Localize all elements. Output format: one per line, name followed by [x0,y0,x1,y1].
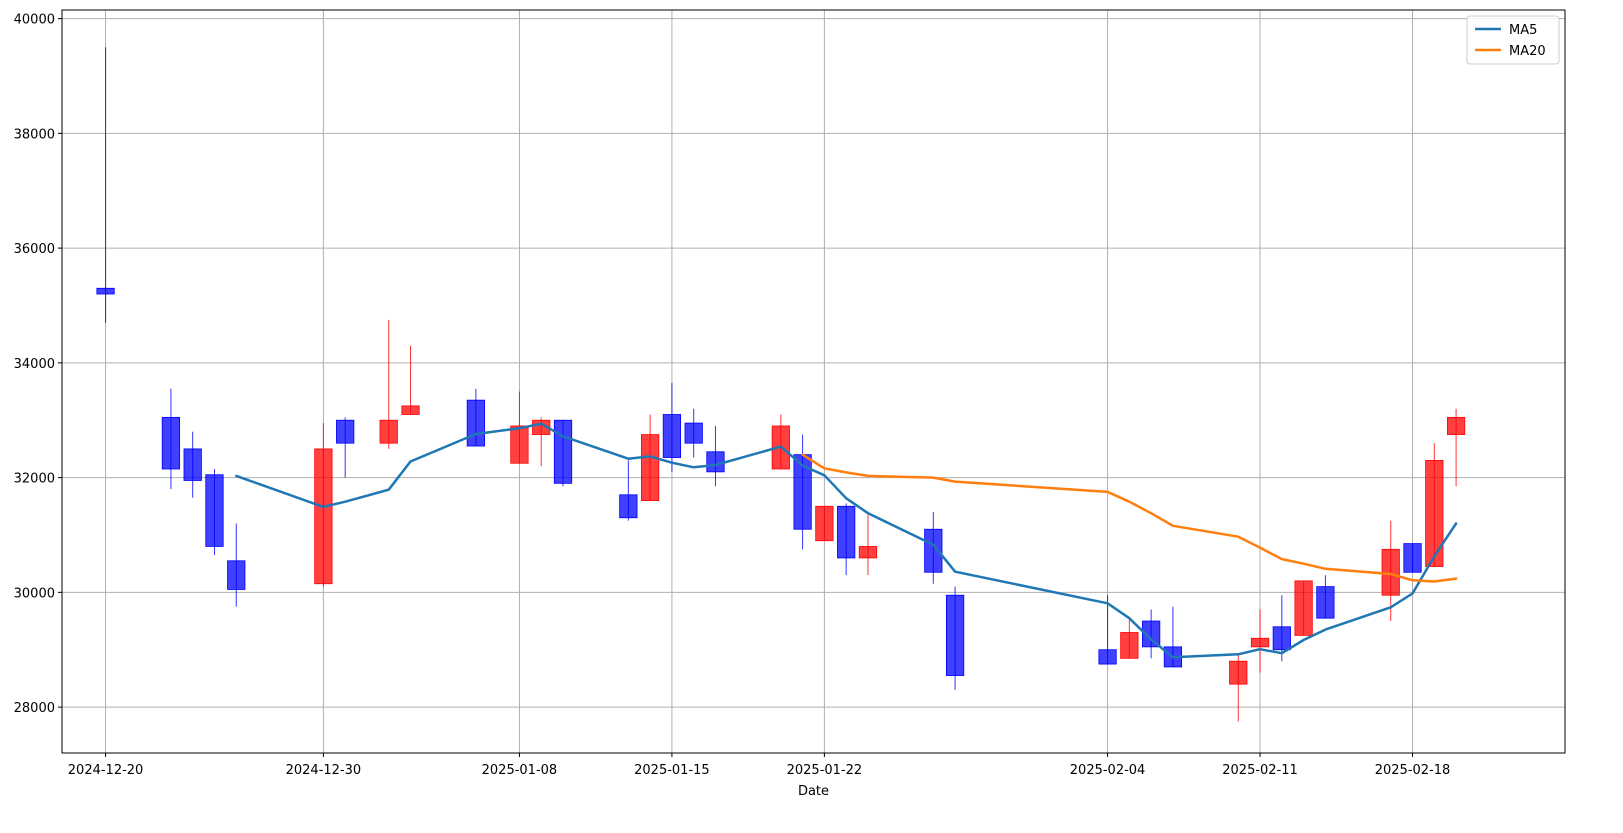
candle [183,431,202,498]
candle-body [205,474,224,547]
candle [1425,443,1444,567]
candle [1446,408,1466,487]
moving-average-lines [235,422,1458,659]
candle-body [227,560,246,590]
candle-body [706,451,725,473]
candle [161,388,181,490]
ma20-line [801,453,1458,583]
candle [662,382,682,472]
candle-body [837,505,856,559]
candle [336,417,355,478]
candle-body [183,448,202,481]
candle-body [96,287,115,295]
plot-frame [61,9,1566,754]
x-axis: 2024-12-20 2024-12-30 2025-01-08 2025-01-15… [68,753,1451,778]
candle-body [336,419,355,444]
candle-body [1120,632,1139,659]
candle [1120,618,1139,659]
y-tick-label: 38000 [14,127,55,142]
legend-label: MA20 [1509,44,1546,59]
candle-body [510,425,529,464]
candle-body [1142,620,1161,648]
candle [1403,543,1422,573]
y-tick-label: 40000 [14,13,55,28]
candle-body [401,405,420,415]
candle [815,505,834,542]
candle [1250,609,1270,673]
x-tick-label: 2025-01-08 [482,763,558,778]
candle [945,586,965,690]
candle-body [1272,626,1291,651]
candle-body [619,494,638,519]
x-tick-label: 2025-01-22 [787,763,863,778]
candle-body [945,594,965,676]
candle-body [641,434,660,501]
y-tick-label: 36000 [14,242,55,257]
candle-body [662,414,682,458]
legend-label: MA5 [1509,23,1537,38]
candle [1142,609,1161,659]
x-tick-label: 2024-12-30 [286,763,362,778]
candle-body [1229,660,1248,685]
candles-group [96,47,1466,722]
candle [314,423,333,587]
candle [553,419,573,487]
candle-body [553,419,573,484]
candle [1229,655,1248,722]
legend: MA5 MA20 [1466,15,1560,65]
candle-body [1250,637,1270,648]
x-tick-label: 2025-01-15 [634,763,710,778]
candle-body [684,422,703,444]
y-axis: 28000 30000 32000 34000 36000 38000 40000 [14,13,62,716]
x-tick-label: 2025-02-11 [1222,763,1298,778]
y-tick-label: 32000 [14,472,55,487]
candle [1316,575,1335,619]
candle-body [1446,416,1466,435]
candle [858,514,878,576]
candle [205,468,224,556]
y-tick-label: 28000 [14,701,55,716]
candle-body [314,448,333,585]
candle [96,47,115,323]
y-tick-label: 34000 [14,357,55,372]
candle-body [379,419,398,444]
candle [1272,595,1291,662]
candle [837,503,856,576]
candle [684,408,703,458]
y-tick-label: 30000 [14,586,55,601]
candle-body [815,505,834,542]
candle [379,319,398,449]
x-tick-label: 2024-12-20 [68,763,144,778]
candle [1098,595,1117,665]
candle-body [1098,649,1117,665]
x-tick-label: 2025-02-04 [1070,763,1146,778]
ma5-line [235,422,1458,659]
candle-body [924,528,943,573]
candle-body [1425,459,1444,567]
candle [227,523,246,607]
candle-body [466,399,485,447]
x-axis-title: Date [798,784,829,799]
candle [1294,580,1313,636]
candle-body [858,546,878,559]
candle-body [161,416,181,470]
candle [924,512,943,584]
candle-body [1403,543,1422,573]
candle-body [1294,580,1313,636]
candle [619,460,638,521]
candle-body [1316,586,1335,619]
x-tick-label: 2025-02-18 [1375,763,1451,778]
candle [401,345,420,415]
